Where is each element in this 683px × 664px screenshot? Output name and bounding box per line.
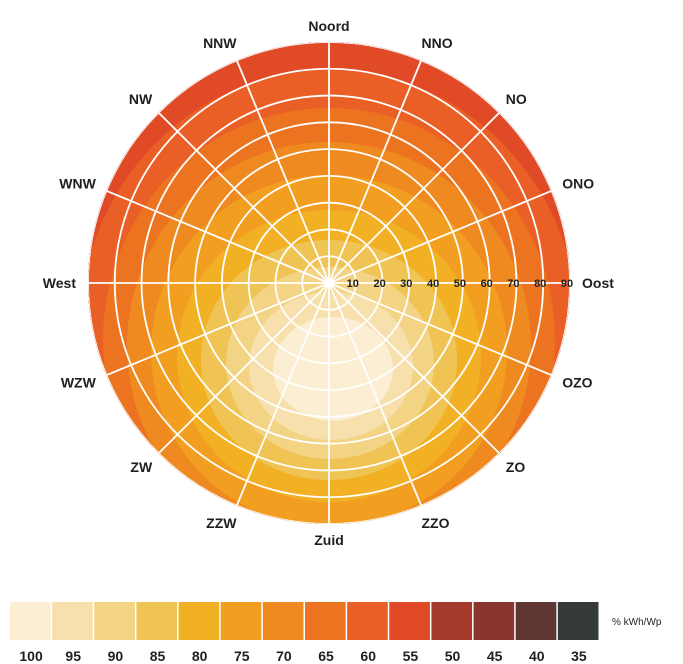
legend-label-95: 95 [65,648,81,664]
legend-label-80: 80 [192,648,208,664]
legend-label-100: 100 [19,648,43,664]
legend-swatch-75 [220,602,262,640]
legend-swatch-60 [347,602,388,640]
direction-nw: NW [129,91,153,107]
tilt-label-60: 60 [481,278,493,290]
legend-label-90: 90 [108,648,124,664]
direction-ono: ONO [562,176,594,192]
legend-swatch-95 [52,602,93,640]
legend-swatch-100 [10,602,51,640]
legend-swatch-50 [431,602,473,640]
legend-swatch-45 [473,602,515,640]
direction-spoke [235,60,330,284]
legend-label-70: 70 [276,648,292,664]
tilt-ring-labels: 10 20 30 40 50 60 70 80 90 [347,278,573,290]
direction-spoke [328,189,552,284]
tilt-label-40: 40 [427,278,439,290]
direction-spoke [157,282,330,455]
direction-spoke [235,282,330,506]
direction-oost: Oost [582,275,614,291]
legend-swatch-55 [389,602,430,640]
direction-labels: Noord NNO NO ONO Oost OZO ZO ZZO Zuid ZZW ZW WZW Wes… [43,18,614,548]
direction-zuid: Zuid [314,532,344,548]
direction-nno: NNO [422,35,453,51]
tilt-label-70: 70 [507,278,519,290]
direction-ozo: OZO [562,375,592,391]
legend: 100 95 90 85 80 75 70 65 60 55 50 45 40 35 % kWh/Wp [10,602,662,664]
legend-unit: % kWh/Wp [612,617,662,628]
direction-wzw: WZW [61,375,97,391]
direction-spoke [328,282,552,377]
tilt-label-10: 10 [347,278,359,290]
polar-grid [88,42,570,524]
legend-label-65: 65 [318,648,334,664]
direction-spoke [328,111,501,284]
legend-label-45: 45 [487,648,503,664]
legend-label-60: 60 [360,648,376,664]
legend-swatch-85 [136,602,178,640]
direction-spoke [328,282,501,455]
legend-swatch-65 [305,602,346,640]
tilt-label-30: 30 [400,278,412,290]
legend-swatch-35 [557,602,599,640]
direction-wnw: WNW [59,176,96,192]
tilt-label-90: 90 [561,278,573,290]
legend-label-35: 35 [571,648,587,664]
direction-zw: ZW [130,459,153,475]
tilt-label-20: 20 [373,278,385,290]
direction-noord: Noord [308,18,349,34]
direction-spoke [328,282,423,506]
tilt-label-50: 50 [454,278,466,290]
yield-zone-100 [273,317,393,421]
direction-spoke [328,60,423,284]
legend-label-75: 75 [234,648,250,664]
direction-nnw: NNW [203,35,237,51]
legend-label-50: 50 [445,648,461,664]
legend-label-85: 85 [150,648,166,664]
legend-label-40: 40 [529,648,545,664]
direction-zzw: ZZW [206,515,237,531]
legend-swatch-90 [94,602,135,640]
direction-zo: ZO [506,459,526,475]
direction-zzo: ZZO [422,515,450,531]
direction-spoke [157,111,330,284]
direction-spoke [106,282,330,377]
legend-swatch-70 [262,602,304,640]
direction-west: West [43,275,77,291]
legend-swatch-80 [178,602,220,640]
tilt-label-80: 80 [534,278,546,290]
direction-no: NO [506,91,527,107]
legend-label-55: 55 [403,648,419,664]
legend-swatch-40 [515,602,557,640]
direction-spoke [106,189,330,284]
